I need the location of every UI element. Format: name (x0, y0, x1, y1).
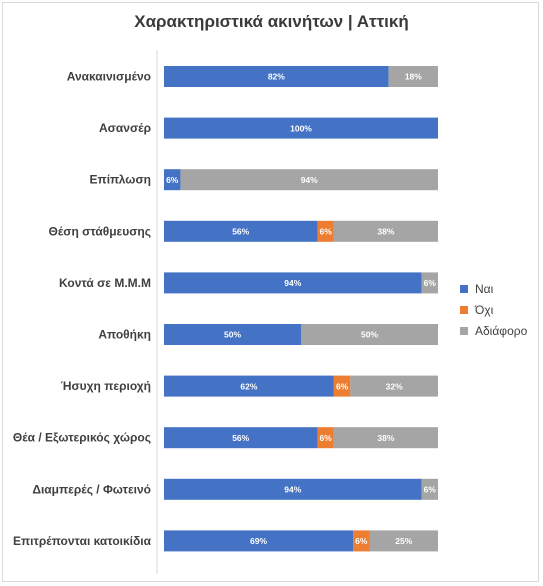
bar-segment (353, 530, 370, 552)
category-label: Κοντά σε Μ.Μ.Μ (59, 276, 151, 290)
data-label: 69% (250, 536, 267, 546)
data-label: 94% (301, 175, 318, 185)
bar-segment (164, 220, 318, 242)
data-label: 6% (355, 536, 368, 546)
data-label: 6% (336, 381, 349, 391)
data-label: 38% (377, 227, 394, 237)
category-label: Ήσυχη περιοχή (61, 379, 151, 393)
category-label: Ανακαινισμένο (67, 70, 151, 84)
data-label: 50% (361, 330, 378, 340)
category-label: Διαμπερές / Φωτεινό (32, 482, 151, 496)
data-label: 94% (284, 485, 301, 495)
data-label: 56% (232, 433, 249, 443)
data-label: 6% (166, 175, 179, 185)
bar-segment (164, 272, 422, 294)
bar-segment (421, 478, 438, 500)
data-label: 100% (290, 123, 312, 133)
bar-segment (164, 478, 422, 500)
category-label: Επιτρέπονται κατοικίδια (13, 534, 152, 548)
category-label: Αποθήκη (98, 328, 151, 342)
legend-item: Αδιάφορο (460, 320, 540, 341)
data-label: 32% (386, 381, 403, 391)
bar-segment (369, 530, 438, 552)
legend-label: Ναι (475, 281, 494, 296)
bar-segment (317, 427, 334, 449)
bar-segment (301, 324, 438, 345)
data-label: 6% (320, 433, 333, 443)
data-label: 6% (320, 227, 333, 237)
category-label: Επίπλωση (90, 173, 151, 187)
data-label: 6% (424, 278, 437, 288)
legend-item: Όχι (460, 299, 540, 320)
chart-legend: Ναι Όχι Αδιάφορο (460, 278, 540, 341)
bar-segment (164, 427, 318, 449)
category-label: Θέα / Εξωτερικός χώρος (13, 431, 151, 445)
bar-segment (164, 169, 181, 191)
legend-swatch (460, 326, 468, 335)
data-label: 18% (405, 72, 422, 82)
bar-segment (180, 169, 438, 191)
bar-segment (388, 66, 438, 87)
chart-title: Χαρακτηριστικά ακινήτων | Αττική (134, 12, 409, 31)
legend-item: Ναι (460, 278, 540, 299)
data-label: 56% (232, 227, 249, 237)
category-label: Ασανσέρ (99, 121, 151, 135)
legend-label: Αδιάφορο (475, 323, 528, 338)
bar-segment (333, 375, 351, 397)
data-label: 25% (395, 536, 412, 546)
data-label: 82% (268, 72, 285, 82)
bar-segment (333, 220, 438, 242)
bar-segment (164, 530, 354, 552)
bar-segment (164, 324, 301, 345)
data-label: 6% (424, 485, 437, 495)
bar-segment (333, 427, 438, 449)
data-label: 94% (284, 278, 301, 288)
data-label: 62% (240, 381, 257, 391)
legend-label: Όχι (475, 302, 494, 317)
legend-swatch (460, 305, 468, 314)
bar-segment (164, 117, 438, 139)
data-label: 38% (377, 433, 394, 443)
bar-segment (164, 375, 334, 397)
data-label: 50% (224, 330, 241, 340)
legend-swatch (460, 284, 468, 293)
bar-segment (350, 375, 438, 397)
bar-segment (317, 220, 334, 242)
bar-segment (421, 272, 438, 294)
category-label: Θέση στάθμευσης (48, 224, 151, 238)
bar-segment (164, 66, 389, 87)
